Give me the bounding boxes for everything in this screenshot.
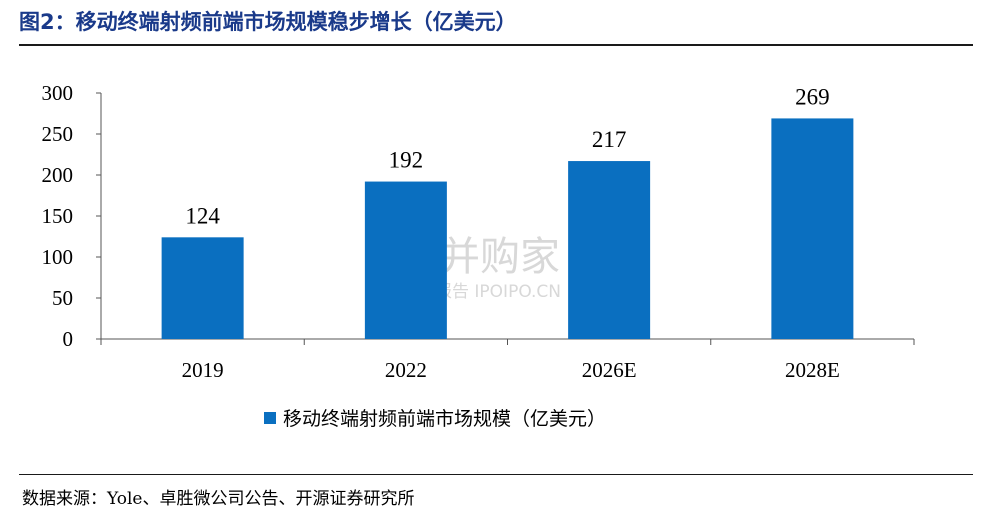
x-tick-label: 2028E — [785, 358, 840, 382]
data-label: 124 — [185, 203, 220, 228]
y-tick-label: 100 — [42, 245, 74, 269]
x-tick-label: 2026E — [582, 358, 637, 382]
bars — [161, 118, 854, 339]
title-divider — [19, 44, 973, 46]
figure-title: 图2：移动终端射频前端市场规模稳步增长（亿美元） — [19, 10, 517, 34]
y-tick-label: 300 — [42, 81, 74, 105]
x-axis: 2019 2022 2026E 2028E — [100, 338, 915, 382]
data-label: 217 — [592, 127, 627, 152]
x-tick-label: 2019 — [182, 358, 224, 382]
y-tick-label: 250 — [42, 122, 74, 146]
y-tick-label: 200 — [42, 163, 74, 187]
source-divider — [19, 474, 973, 475]
legend-label: 移动终端射频前端市场规模（亿美元） — [283, 408, 606, 430]
data-labels: 124 192 217 269 — [185, 84, 829, 228]
watermark-brand: 并购家 — [440, 234, 560, 280]
legend-swatch — [264, 412, 276, 424]
legend: 移动终端射频前端市场规模（亿美元） — [264, 408, 606, 430]
y-tick-label: 0 — [63, 327, 74, 351]
bar — [568, 161, 651, 339]
source-note: 数据来源：Yole、卓胜微公司公告、开源证券研究所 — [22, 489, 415, 509]
y-axis: 0 50 100 150 200 250 300 — [42, 81, 102, 351]
bar — [364, 181, 447, 339]
data-label: 192 — [389, 148, 424, 173]
data-label: 269 — [795, 84, 830, 109]
bar — [771, 118, 854, 339]
y-tick-label: 50 — [52, 286, 73, 310]
y-tick-label: 150 — [42, 204, 74, 228]
bar — [161, 237, 244, 339]
x-tick-label: 2022 — [385, 358, 427, 382]
